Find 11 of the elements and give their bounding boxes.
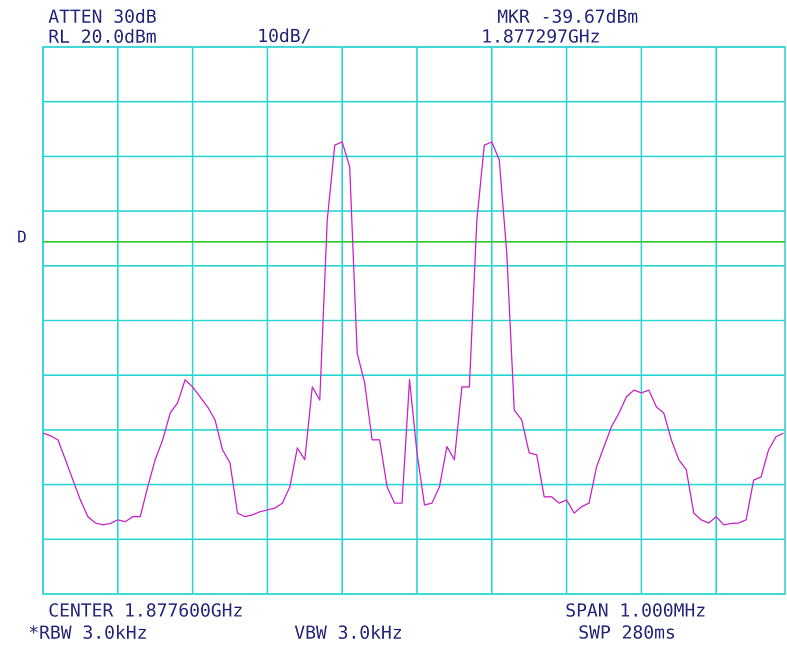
text: VBW 3.0kHz xyxy=(294,625,401,639)
text: 10dB/ xyxy=(259,28,310,44)
text: RL 20.0dBm xyxy=(50,29,156,43)
text: ATTEN 30dB xyxy=(48,9,156,23)
text: SWP 280ms xyxy=(579,625,674,639)
ref-line-label: D xyxy=(18,230,26,242)
text: SPAN 1.000MHz xyxy=(566,603,704,617)
text: 1.877297GHz xyxy=(483,29,599,43)
text: MKR -39.67dBm xyxy=(498,9,638,23)
text: *RBW 3.0kHz xyxy=(30,625,146,639)
text: CENTER 1.877600GHz xyxy=(49,603,242,617)
